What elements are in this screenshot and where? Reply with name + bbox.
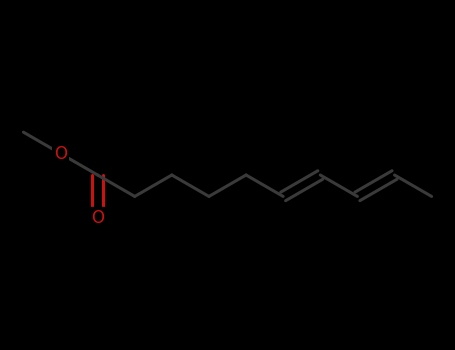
Text: O: O <box>91 209 104 227</box>
Text: O: O <box>54 145 67 162</box>
